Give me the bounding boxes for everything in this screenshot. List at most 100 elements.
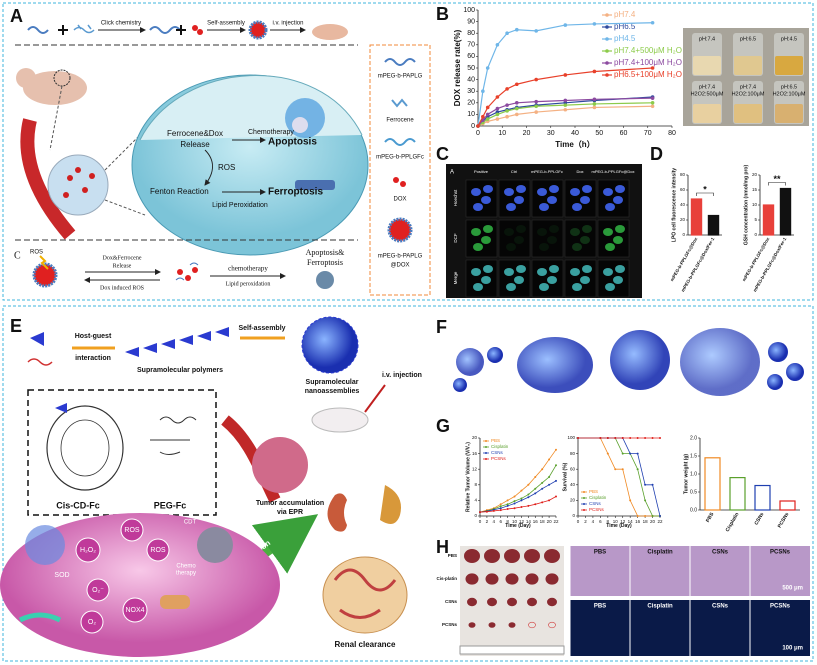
tumor: [464, 549, 480, 563]
point: [505, 103, 509, 107]
x-tick-label: 70: [644, 130, 652, 137]
point: [548, 476, 551, 478]
cell-blob: [471, 188, 481, 196]
tumor: [545, 573, 559, 585]
x-tick-label: 16: [635, 519, 641, 524]
point: [527, 504, 530, 507]
y-tick-label: 60: [467, 53, 475, 60]
y-tick-label: 0: [754, 232, 757, 237]
series-line: [477, 22, 653, 127]
legend-marker: [485, 458, 487, 460]
legend-icon: [387, 217, 413, 243]
x-tick-label: 60: [620, 130, 628, 137]
point: [520, 497, 523, 500]
step-label: i.v. injection: [273, 21, 304, 27]
mouse: [23, 71, 87, 105]
point: [534, 99, 538, 104]
point: [513, 507, 516, 510]
legend-label: mPEG-b-PAPLG: [378, 74, 423, 80]
tumor: [507, 597, 517, 607]
vessel: [20, 118, 76, 240]
cell-blob: [504, 188, 514, 196]
vial-label: pH:6.5: [740, 36, 756, 42]
point: [599, 437, 602, 439]
point: [555, 479, 557, 482]
cell-blob: [582, 265, 592, 273]
step-label: Click chemistry: [101, 21, 141, 27]
vial-liquid: [775, 104, 803, 123]
y-tick-label: 8: [474, 482, 477, 487]
kidney: [380, 485, 401, 524]
y-tick-label: 15: [752, 187, 758, 192]
er: [18, 612, 62, 623]
cell-label: NOX4: [125, 607, 144, 614]
y-tick-label: 0.5: [690, 489, 697, 495]
series-line: [477, 96, 653, 127]
point: [499, 505, 502, 508]
legend-marker: [485, 446, 487, 448]
series-line: [477, 102, 653, 127]
legend-label: pH7.4+500μM H₂O: [614, 46, 682, 55]
cell-label: H₂O₂: [80, 547, 96, 554]
cell-blob: [504, 268, 514, 276]
tumor: [544, 549, 560, 563]
y-tick-label: 0: [682, 232, 685, 237]
tumor: [485, 573, 499, 585]
mitochondria: [160, 595, 190, 609]
legend-label: PBS: [491, 438, 500, 443]
point: [534, 492, 537, 495]
e-label: Renal clearance: [335, 640, 396, 649]
e-label: nanoassemblies: [305, 388, 360, 395]
point: [563, 23, 568, 27]
legend-marker: [583, 497, 585, 499]
cell-blob: [473, 243, 483, 251]
point: [534, 77, 538, 82]
legend-label: @DOX: [390, 263, 409, 269]
column-header: PCSNs: [770, 604, 791, 610]
point: [506, 503, 509, 506]
point: [548, 499, 551, 502]
point: [606, 452, 609, 455]
x-tick-label: 22: [553, 519, 559, 524]
x-tick-label: 22: [657, 519, 663, 524]
row-label: PCSNs: [442, 622, 458, 627]
tumor: [527, 597, 537, 607]
column-header: CSNs: [712, 550, 729, 556]
vial-liquid: [693, 56, 721, 75]
point: [563, 73, 568, 77]
cell-label: Apoptosis: [268, 137, 317, 148]
tumor: [468, 622, 476, 628]
panel-c: C A Positive Ctrl mPEG-b-PPLGFc Dox mPEG-b-P…: [436, 144, 642, 298]
x-tick-label: 18: [540, 519, 546, 524]
cell-blob: [613, 236, 623, 244]
point: [636, 468, 639, 471]
mech-label: Ferroptosis: [307, 258, 343, 267]
tumor: [528, 621, 536, 629]
legend-icon: [384, 58, 416, 66]
point: [592, 102, 597, 106]
y-axis-label: Survival (%): [562, 462, 568, 491]
point: [541, 468, 544, 471]
y-tick-label: 20: [570, 498, 576, 503]
cell-blob: [514, 276, 524, 284]
micrograph: [498, 219, 531, 258]
tumor: [467, 597, 477, 607]
cell-label: CDT: [184, 520, 197, 526]
x-tick-label: 0: [479, 519, 482, 524]
cell-blob: [473, 203, 483, 211]
point: [650, 101, 655, 105]
tumor: [465, 573, 479, 585]
e-label: via EPR: [277, 509, 303, 516]
nucleus: [197, 527, 233, 563]
point: [636, 437, 639, 439]
point: [534, 110, 538, 114]
series-line: [477, 97, 653, 127]
point: [515, 112, 519, 117]
y-tick-label: 80: [467, 30, 475, 37]
y-tick-label: 40: [570, 482, 576, 487]
column-header: PCSNs: [770, 550, 791, 556]
legend-label: CSNs: [589, 501, 602, 506]
cell-label: Ferroptosis: [268, 187, 323, 198]
y-tick-label: 80: [680, 172, 686, 177]
cell-blob: [539, 283, 549, 291]
